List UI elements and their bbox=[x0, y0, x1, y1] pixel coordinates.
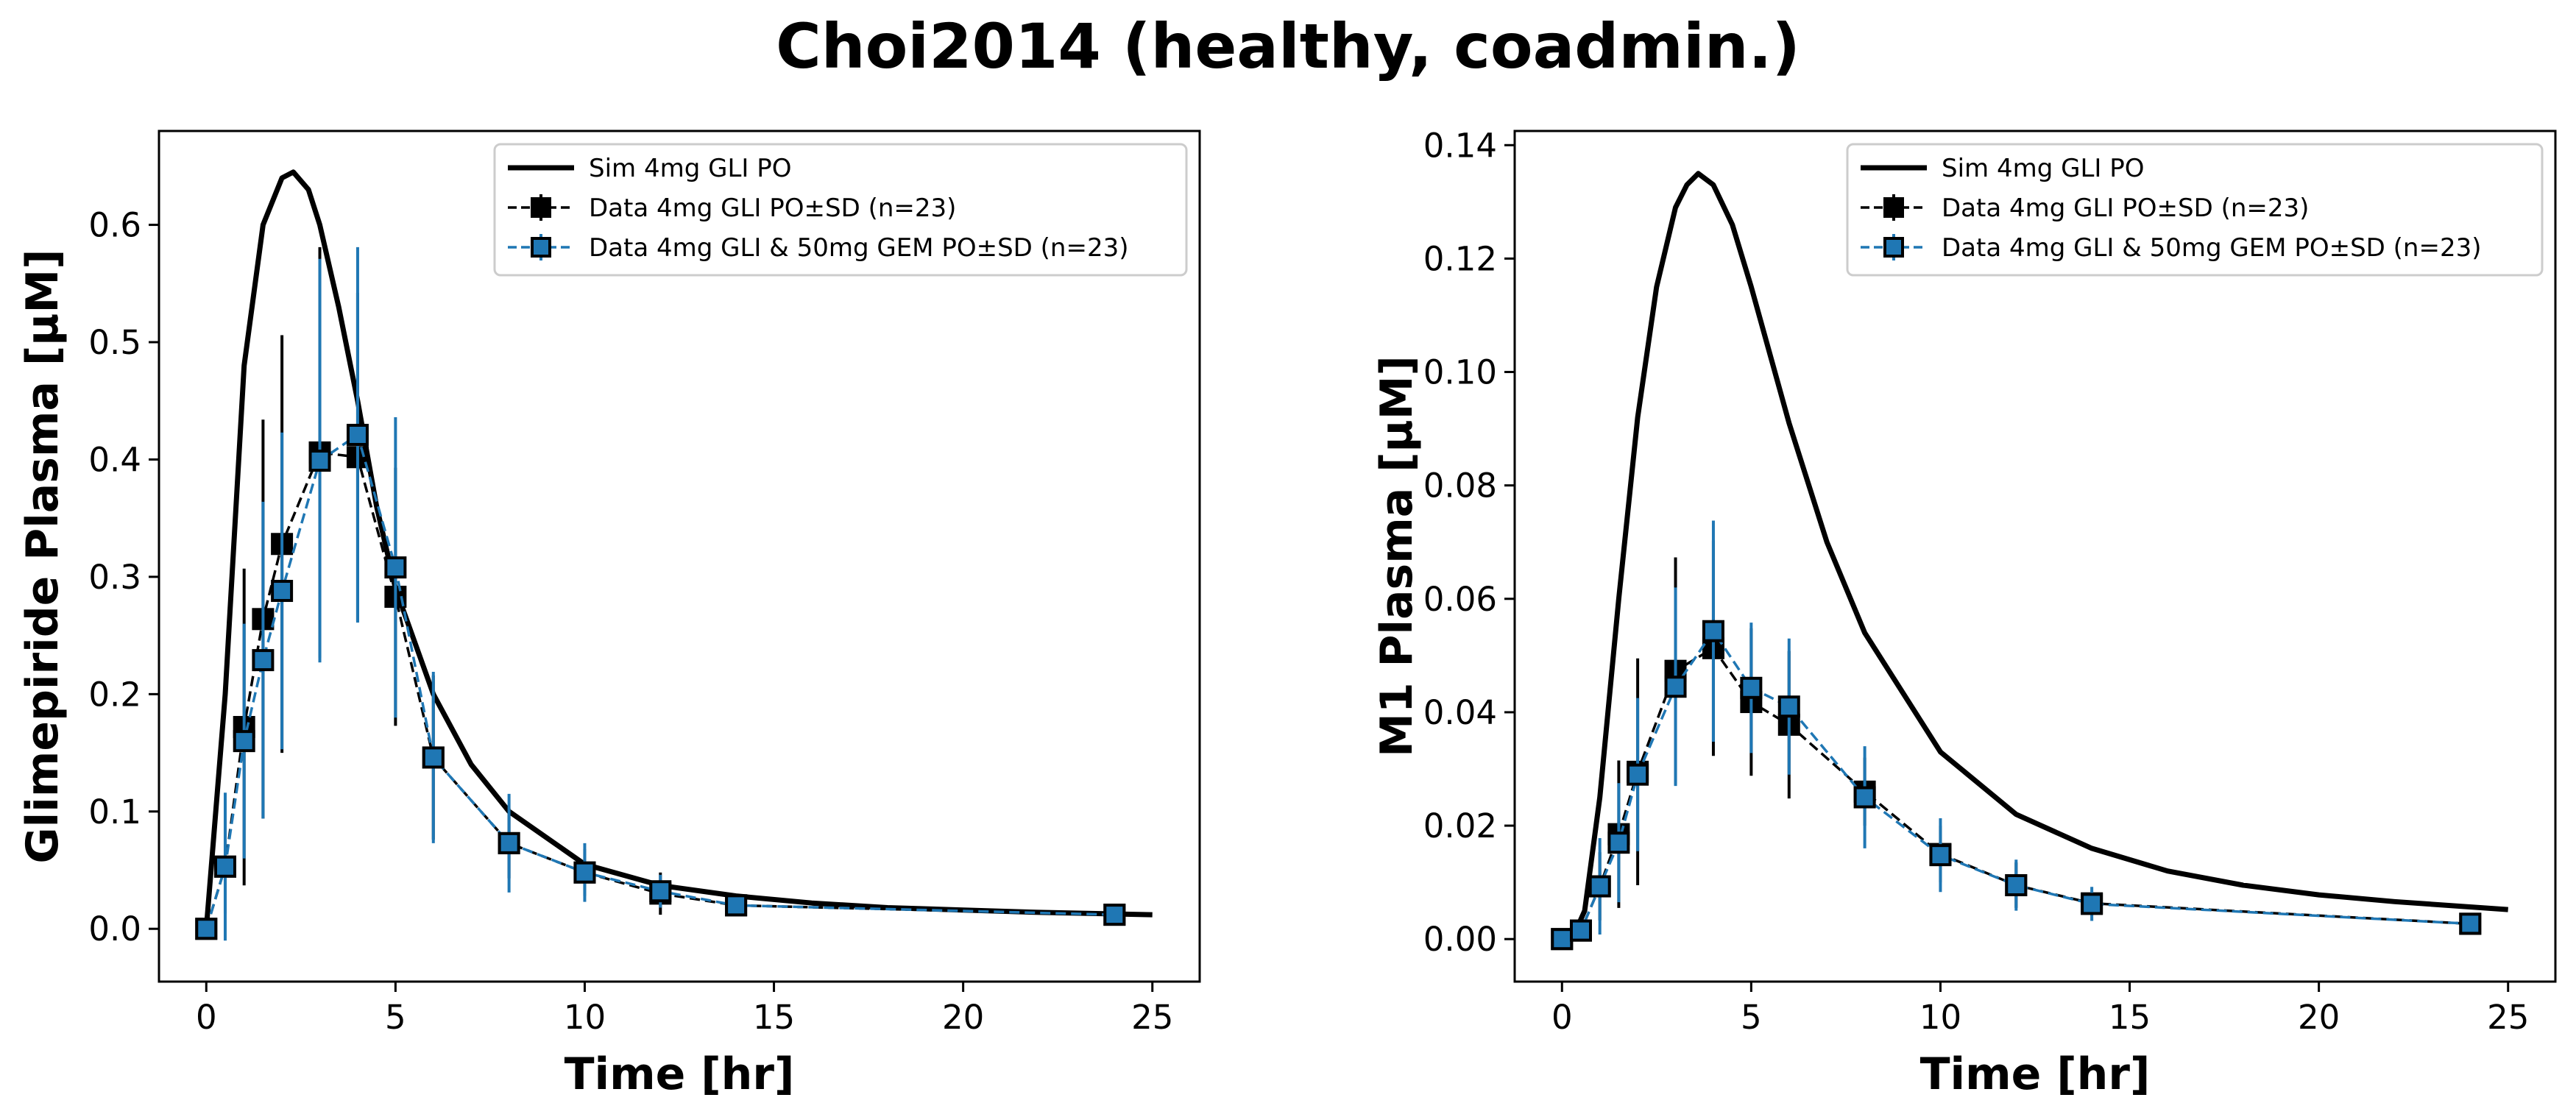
data-point bbox=[725, 894, 748, 917]
data-point bbox=[1569, 919, 1592, 942]
data-point bbox=[573, 861, 596, 884]
y-tick-label: 0.4 bbox=[88, 440, 141, 479]
x-tick-label: 15 bbox=[2109, 998, 2151, 1037]
chart-panel-1: 0 5 10 15 20 25 0.0 0.1 0.2 0.3 0.4 0.5 0.6 Time [hr]… bbox=[17, 130, 1201, 1100]
series-line-sim bbox=[203, 169, 1153, 929]
x-tick-label: 25 bbox=[1131, 998, 1173, 1037]
x-axis-label: Time [hr] bbox=[1920, 1049, 2151, 1100]
series-data-gli-gem bbox=[1551, 520, 2482, 951]
data-point bbox=[213, 855, 236, 878]
legend-box bbox=[493, 143, 1188, 277]
data-point bbox=[195, 918, 218, 940]
x-tick-label: 20 bbox=[2298, 998, 2340, 1037]
plot-area bbox=[1551, 171, 2508, 951]
data-point bbox=[1103, 904, 1126, 926]
y-tick-label: 0.0 bbox=[88, 909, 141, 948]
x-tick-label: 5 bbox=[385, 998, 406, 1037]
legend-handle-marker bbox=[1883, 237, 1904, 258]
chart-panel-2: 0 5 10 15 20 25 0.00 0.02 0.04 0.06 0.08 0.10 0.12 0.… bbox=[1371, 126, 2557, 1100]
data-point bbox=[271, 580, 294, 603]
data-point bbox=[498, 831, 520, 854]
x-tick-label: 15 bbox=[753, 998, 795, 1037]
x-tick-label: 20 bbox=[942, 998, 984, 1037]
series-data-gli bbox=[195, 247, 1126, 940]
y-tick-label: 0.3 bbox=[88, 558, 141, 597]
y-tick-label: 0.06 bbox=[1423, 580, 1497, 619]
axes-frame bbox=[1513, 130, 2557, 983]
data-point bbox=[1607, 831, 1630, 854]
axes-frame bbox=[158, 130, 1201, 983]
y-tick-label: 0.12 bbox=[1423, 239, 1497, 278]
legend-handle-marker bbox=[531, 237, 551, 258]
series-line bbox=[205, 450, 1115, 929]
series-data-gli-gem bbox=[195, 247, 1126, 941]
legend-label: Data 4mg GLI & 50mg GEM PO±SD (n=23) bbox=[589, 233, 1128, 263]
data-point bbox=[1588, 875, 1611, 898]
y-tick-label: 0.00 bbox=[1423, 920, 1497, 959]
legend-label: Data 4mg GLI & 50mg GEM PO±SD (n=23) bbox=[1942, 233, 2481, 263]
y-axis-label: Glimepiride Plasma [µM] bbox=[17, 249, 68, 863]
legend-label: Sim 4mg GLI PO bbox=[589, 154, 792, 183]
x-tick-label: 25 bbox=[2487, 998, 2529, 1037]
x-tick-label: 0 bbox=[196, 998, 217, 1037]
legend: Sim 4mg GLI PO Data 4mg GLI PO±SD (n=23) D… bbox=[1846, 143, 2544, 277]
y-tick-label: 0.02 bbox=[1423, 806, 1497, 845]
y-axis-label: M1 Plasma [µM] bbox=[1371, 355, 1423, 757]
y-tick-label: 0.04 bbox=[1423, 693, 1497, 732]
data-point bbox=[422, 746, 445, 769]
data-point bbox=[1740, 676, 1763, 699]
x-axis-label: Time [hr] bbox=[565, 1049, 795, 1100]
data-point bbox=[1929, 844, 1952, 867]
y-tick-label: 0.14 bbox=[1423, 126, 1497, 165]
figure-title: Choi2014 (healthy, coadmin.) bbox=[776, 10, 1800, 82]
data-point bbox=[233, 730, 255, 753]
legend: Sim 4mg GLI PO Data 4mg GLI PO±SD (n=23) D… bbox=[493, 143, 1188, 277]
data-point bbox=[2459, 912, 2482, 935]
data-point bbox=[1627, 763, 1649, 786]
data-point bbox=[1702, 620, 1724, 642]
data-point bbox=[252, 649, 275, 672]
data-point bbox=[2081, 893, 2103, 915]
y-tick-label: 0.6 bbox=[88, 206, 141, 245]
x-tick-label: 0 bbox=[1551, 998, 1573, 1037]
data-point bbox=[2005, 873, 2028, 896]
data-point bbox=[1664, 675, 1687, 698]
legend-handle-marker bbox=[1883, 197, 1904, 218]
data-point bbox=[308, 450, 331, 472]
y-tick-label: 0.2 bbox=[88, 675, 141, 714]
legend-label: Data 4mg GLI PO±SD (n=23) bbox=[589, 194, 956, 223]
legend-label: Data 4mg GLI PO±SD (n=23) bbox=[1942, 194, 2309, 223]
x-tick-label: 10 bbox=[1919, 998, 1961, 1037]
data-point bbox=[346, 423, 369, 446]
series-line-sim bbox=[1561, 171, 2508, 942]
y-tick-label: 0.5 bbox=[88, 323, 141, 362]
data-point bbox=[1551, 928, 1574, 951]
y-tick-label: 0.08 bbox=[1423, 467, 1497, 506]
series-line bbox=[205, 433, 1115, 929]
plot-area bbox=[195, 169, 1153, 941]
legend-handle-marker bbox=[531, 197, 551, 218]
legend-box bbox=[1846, 143, 2544, 277]
y-tick-label: 0.1 bbox=[88, 792, 141, 831]
legend-label: Sim 4mg GLI PO bbox=[1942, 154, 2145, 183]
data-point bbox=[649, 880, 672, 903]
data-point bbox=[1777, 695, 1800, 718]
x-tick-label: 10 bbox=[564, 998, 606, 1037]
x-tick-label: 5 bbox=[1741, 998, 1762, 1037]
data-point bbox=[384, 556, 407, 579]
y-tick-label: 0.10 bbox=[1423, 353, 1497, 392]
data-point bbox=[1853, 786, 1876, 809]
